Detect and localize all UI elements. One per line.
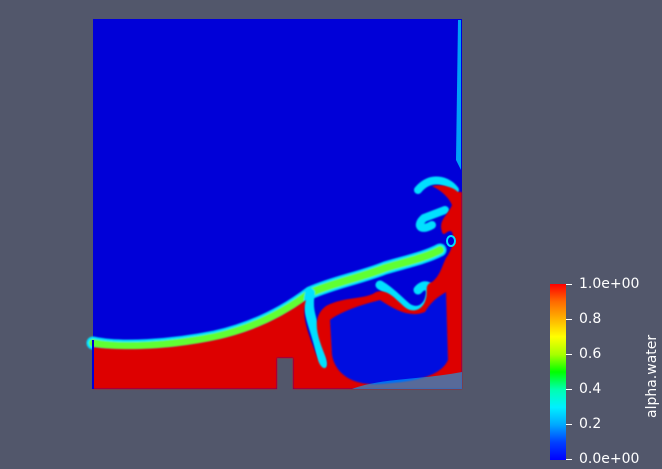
scalar-bar-tick [566, 459, 572, 460]
scalar-bar-tick [566, 389, 572, 390]
air-cavity [330, 292, 448, 385]
scalar-bar-label-min: 0.0e+00 [579, 451, 640, 467]
scalar-bar-label: 0.4 [579, 381, 602, 397]
scalar-bar-label: 0.8 [579, 311, 602, 327]
scalar-bar-label-max: 1.0e+00 [579, 276, 640, 292]
wall-film [456, 20, 461, 170]
scalar-bar-label: 0.2 [579, 416, 602, 432]
scalar-bar-tick [566, 424, 572, 425]
scalar-bar-tick [566, 319, 572, 320]
scalar-bar-tick [566, 284, 572, 285]
scalar-bar-label: 0.6 [579, 346, 602, 362]
scalar-bar-tick [566, 354, 572, 355]
obstacle-block [277, 358, 293, 389]
scalar-bar-gradient [550, 284, 566, 460]
scalar-bar-title: alpha.water [644, 334, 660, 418]
